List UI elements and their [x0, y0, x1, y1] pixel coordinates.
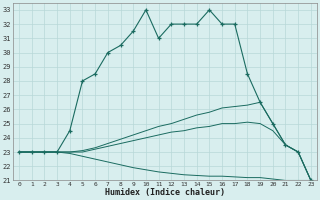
- X-axis label: Humidex (Indice chaleur): Humidex (Indice chaleur): [105, 188, 225, 197]
